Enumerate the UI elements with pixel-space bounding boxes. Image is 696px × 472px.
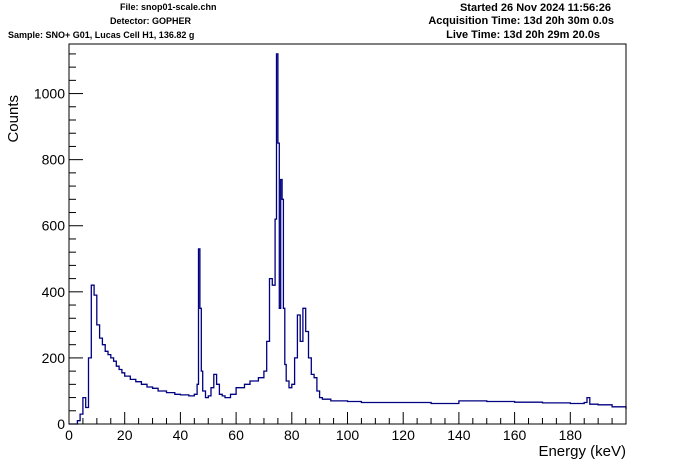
x-tick-label: 60 [228,427,244,443]
spectrum-series-line [69,53,627,425]
x-tick-label: 0 [65,427,73,443]
plot-frame [68,43,627,425]
tick-marks [68,53,613,425]
x-axis-title: Energy (keV) [538,443,626,460]
detector-label: Detector: GOPHER [110,16,192,26]
y-axis-title: Counts [5,95,22,143]
x-tick-label: 120 [392,427,416,443]
x-tick-label: 100 [336,427,360,443]
x-tick-label: 80 [284,427,300,443]
x-tick-label: 140 [447,427,471,443]
x-tick-label: 40 [173,427,189,443]
y-tick-label: 400 [42,284,66,300]
plot-area [69,53,627,425]
file-label: File: snop01-scale.chn [120,2,217,12]
tick-labels: 0 20 40 60 80 100 120 140 160 180 0 200 400 600 800 100… [34,86,582,443]
acquisition-time-label: Acquisition Time: 13d 20h 30m 0.0s [428,15,614,27]
y-tick-label: 200 [42,350,66,366]
y-tick-label: 800 [42,152,66,168]
x-tick-label: 160 [503,427,527,443]
y-tick-label: 0 [57,416,65,432]
y-tick-label: 600 [42,218,66,234]
live-time-label: Live Time: 13d 20h 29m 20.0s [446,29,600,41]
started-label: Started 26 Nov 2024 11:56:26 [459,2,611,14]
x-tick-label: 20 [117,427,133,443]
y-tick-label: 1000 [34,86,65,102]
x-tick-label: 180 [559,427,583,443]
sample-label: Sample: SNO+ G01, Lucas Cell H1, 136.82 … [8,30,195,40]
